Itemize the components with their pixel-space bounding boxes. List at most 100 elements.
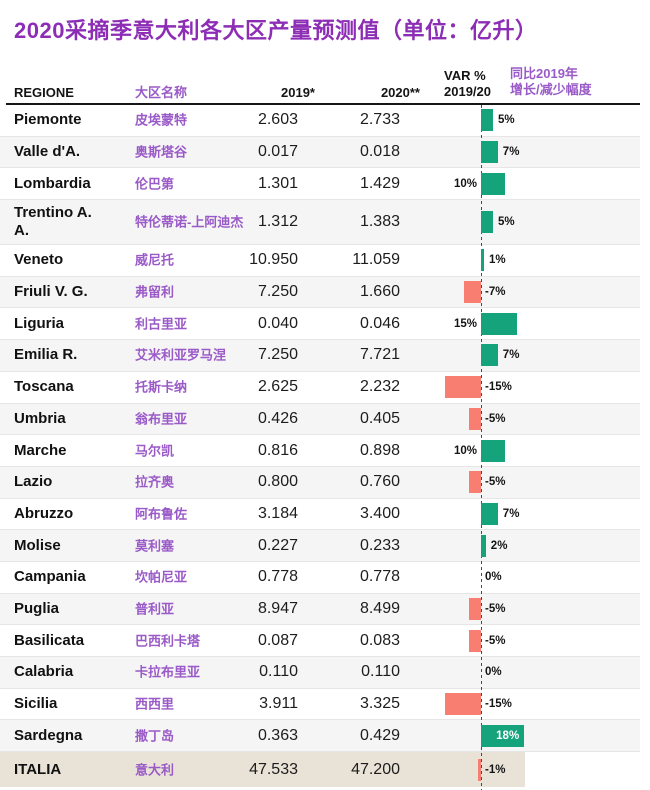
region-cn-name-cell: 皮埃蒙特 xyxy=(135,112,188,128)
value-2019-cell: 0.778 xyxy=(257,568,298,586)
value-2020-cell: 0.083 xyxy=(359,631,400,649)
column-header-growth-line2: 增长/减少幅度 xyxy=(510,82,592,97)
var-label: 0% xyxy=(485,571,502,584)
var-label: -5% xyxy=(485,602,506,615)
var-bar xyxy=(481,724,525,747)
value-2020-cell: 0.046 xyxy=(359,314,400,332)
region-cn-name-cell: 艾米利亚罗马涅 xyxy=(135,347,227,363)
var-label: 1% xyxy=(489,254,506,267)
var-bar xyxy=(464,281,481,304)
var-bar xyxy=(469,471,481,494)
region-name-cell: Friuli V. G. xyxy=(14,283,88,301)
value-2020-cell: 0.898 xyxy=(359,441,400,459)
table-row: Campania 坎帕尼亚 0.778 0.778 0% xyxy=(0,562,640,594)
value-2020-cell: 0.018 xyxy=(359,143,400,161)
total-row-background xyxy=(0,752,525,788)
region-cn-name-cell: 阿布鲁佐 xyxy=(135,506,188,522)
table-row: Valle d'A. 奥斯塔谷 0.017 0.018 7% xyxy=(0,136,640,169)
table-row: Liguria 利古里亚 0.040 0.046 15% xyxy=(0,308,640,341)
value-2020-cell: 1.660 xyxy=(359,283,400,301)
value-2019-cell: 3.184 xyxy=(257,504,298,522)
var-label: -5% xyxy=(485,476,506,489)
value-2020-cell: 0.778 xyxy=(359,568,400,586)
value-2019-cell: 0.227 xyxy=(257,536,298,554)
var-label: 7% xyxy=(502,349,520,362)
var-bar xyxy=(469,407,481,430)
var-bar xyxy=(481,141,498,164)
region-name-cell: Piemonte xyxy=(14,111,82,129)
value-2020-cell: 0.429 xyxy=(359,726,400,744)
region-name-cell: ITALIA xyxy=(14,760,62,778)
table-row: Umbria 翁布里亚 0.426 0.405 -5% xyxy=(0,403,640,436)
value-2020-cell: 3.325 xyxy=(359,695,400,713)
region-cn-name-cell: 普利亚 xyxy=(135,601,175,617)
value-2020-cell: 0.233 xyxy=(359,536,400,554)
value-2019-cell: 7.250 xyxy=(257,346,298,364)
column-header-var-line2: 2019/20 xyxy=(444,84,491,99)
var-label: 7% xyxy=(502,507,520,520)
var-label: 5% xyxy=(498,114,515,127)
region-name-cell: Campania xyxy=(14,568,86,586)
value-2020-cell: 3.400 xyxy=(359,504,400,522)
region-cn-name-cell: 利古里亚 xyxy=(135,316,188,332)
region-name-cell: Umbria xyxy=(14,409,66,427)
var-bar xyxy=(481,312,517,335)
region-cn-name-cell: 弗留利 xyxy=(135,284,175,300)
region-cn-name-cell: 托斯卡纳 xyxy=(135,379,188,395)
value-2020-cell: 8.499 xyxy=(359,599,400,617)
var-label: -15% xyxy=(485,698,512,711)
region-name-cell: Veneto xyxy=(14,251,64,269)
var-bar xyxy=(481,502,498,525)
value-2020-cell: 1.383 xyxy=(359,213,400,231)
value-2019-cell: 0.110 xyxy=(259,663,298,681)
value-2019-cell: 0.816 xyxy=(257,441,298,459)
var-bar xyxy=(469,597,481,620)
table-row: Abruzzo 阿布鲁佐 3.184 3.400 7% xyxy=(0,499,640,531)
var-label: -5% xyxy=(485,634,506,647)
var-bar xyxy=(481,439,505,462)
var-label: 10% xyxy=(453,177,477,190)
region-cn-name-cell: 特伦蒂诺-上阿迪杰 xyxy=(135,214,244,230)
region-cn-name-cell: 翁布里亚 xyxy=(135,411,188,427)
region-cn-name-cell: 威尼托 xyxy=(135,252,175,268)
column-header-cn-name: 大区名称 xyxy=(135,85,188,100)
column-header-growth-line1: 同比2019年 xyxy=(510,66,578,81)
var-bar xyxy=(481,109,493,132)
value-2020-cell: 11.059 xyxy=(352,251,400,269)
table-row: Puglia 普利亚 8.947 8.499 -5% xyxy=(0,593,640,626)
value-2020-cell: 7.721 xyxy=(359,346,400,364)
var-label: 7% xyxy=(502,146,520,159)
value-2019-cell: 8.947 xyxy=(257,599,298,617)
table-row: Calabria 卡拉布里亚 0.110 0.110 0% xyxy=(0,657,640,689)
region-name-cell: Sardegna xyxy=(14,726,83,744)
var-bar xyxy=(481,249,484,272)
var-bar xyxy=(478,758,481,781)
var-bar xyxy=(445,693,481,716)
value-2020-cell: 1.429 xyxy=(359,174,400,192)
region-name-cell: Emilia R. xyxy=(14,346,78,364)
value-2019-cell: 2.625 xyxy=(257,378,298,396)
region-cn-name-cell: 意大利 xyxy=(135,762,175,778)
table-row: Veneto 威尼托 10.950 11.059 1% xyxy=(0,245,640,277)
value-2020-cell: 2.232 xyxy=(359,378,400,396)
region-name-cell: Trentino A. A. xyxy=(14,204,92,240)
column-header-var-pct: VAR % 2019/20 xyxy=(444,68,491,100)
region-cn-name-cell: 巴西利卡塔 xyxy=(135,633,201,649)
region-name-cell: Basilicata xyxy=(14,631,85,649)
value-2019-cell: 0.087 xyxy=(257,631,298,649)
region-name-cell: Molise xyxy=(14,536,61,554)
table-row: Friuli V. G. 弗留利 7.250 1.660 -7% xyxy=(0,276,640,309)
table-row: Marche 马尔凯 0.816 0.898 10% xyxy=(0,435,640,467)
value-2019-cell: 47.533 xyxy=(249,760,298,778)
value-2019-cell: 3.911 xyxy=(259,695,298,713)
value-2019-cell: 10.950 xyxy=(249,251,298,269)
table-row: Emilia R. 艾米利亚罗马涅 7.250 7.721 7% xyxy=(0,340,640,372)
column-header-2019: 2019* xyxy=(281,85,315,100)
table-row: Lazio 拉齐奥 0.800 0.760 -5% xyxy=(0,466,640,499)
value-2019-cell: 0.426 xyxy=(257,409,298,427)
var-label: -7% xyxy=(485,286,506,299)
value-2019-cell: 1.312 xyxy=(257,213,298,231)
column-header-regione: REGIONE xyxy=(14,85,74,100)
value-2019-cell: 7.250 xyxy=(257,283,298,301)
